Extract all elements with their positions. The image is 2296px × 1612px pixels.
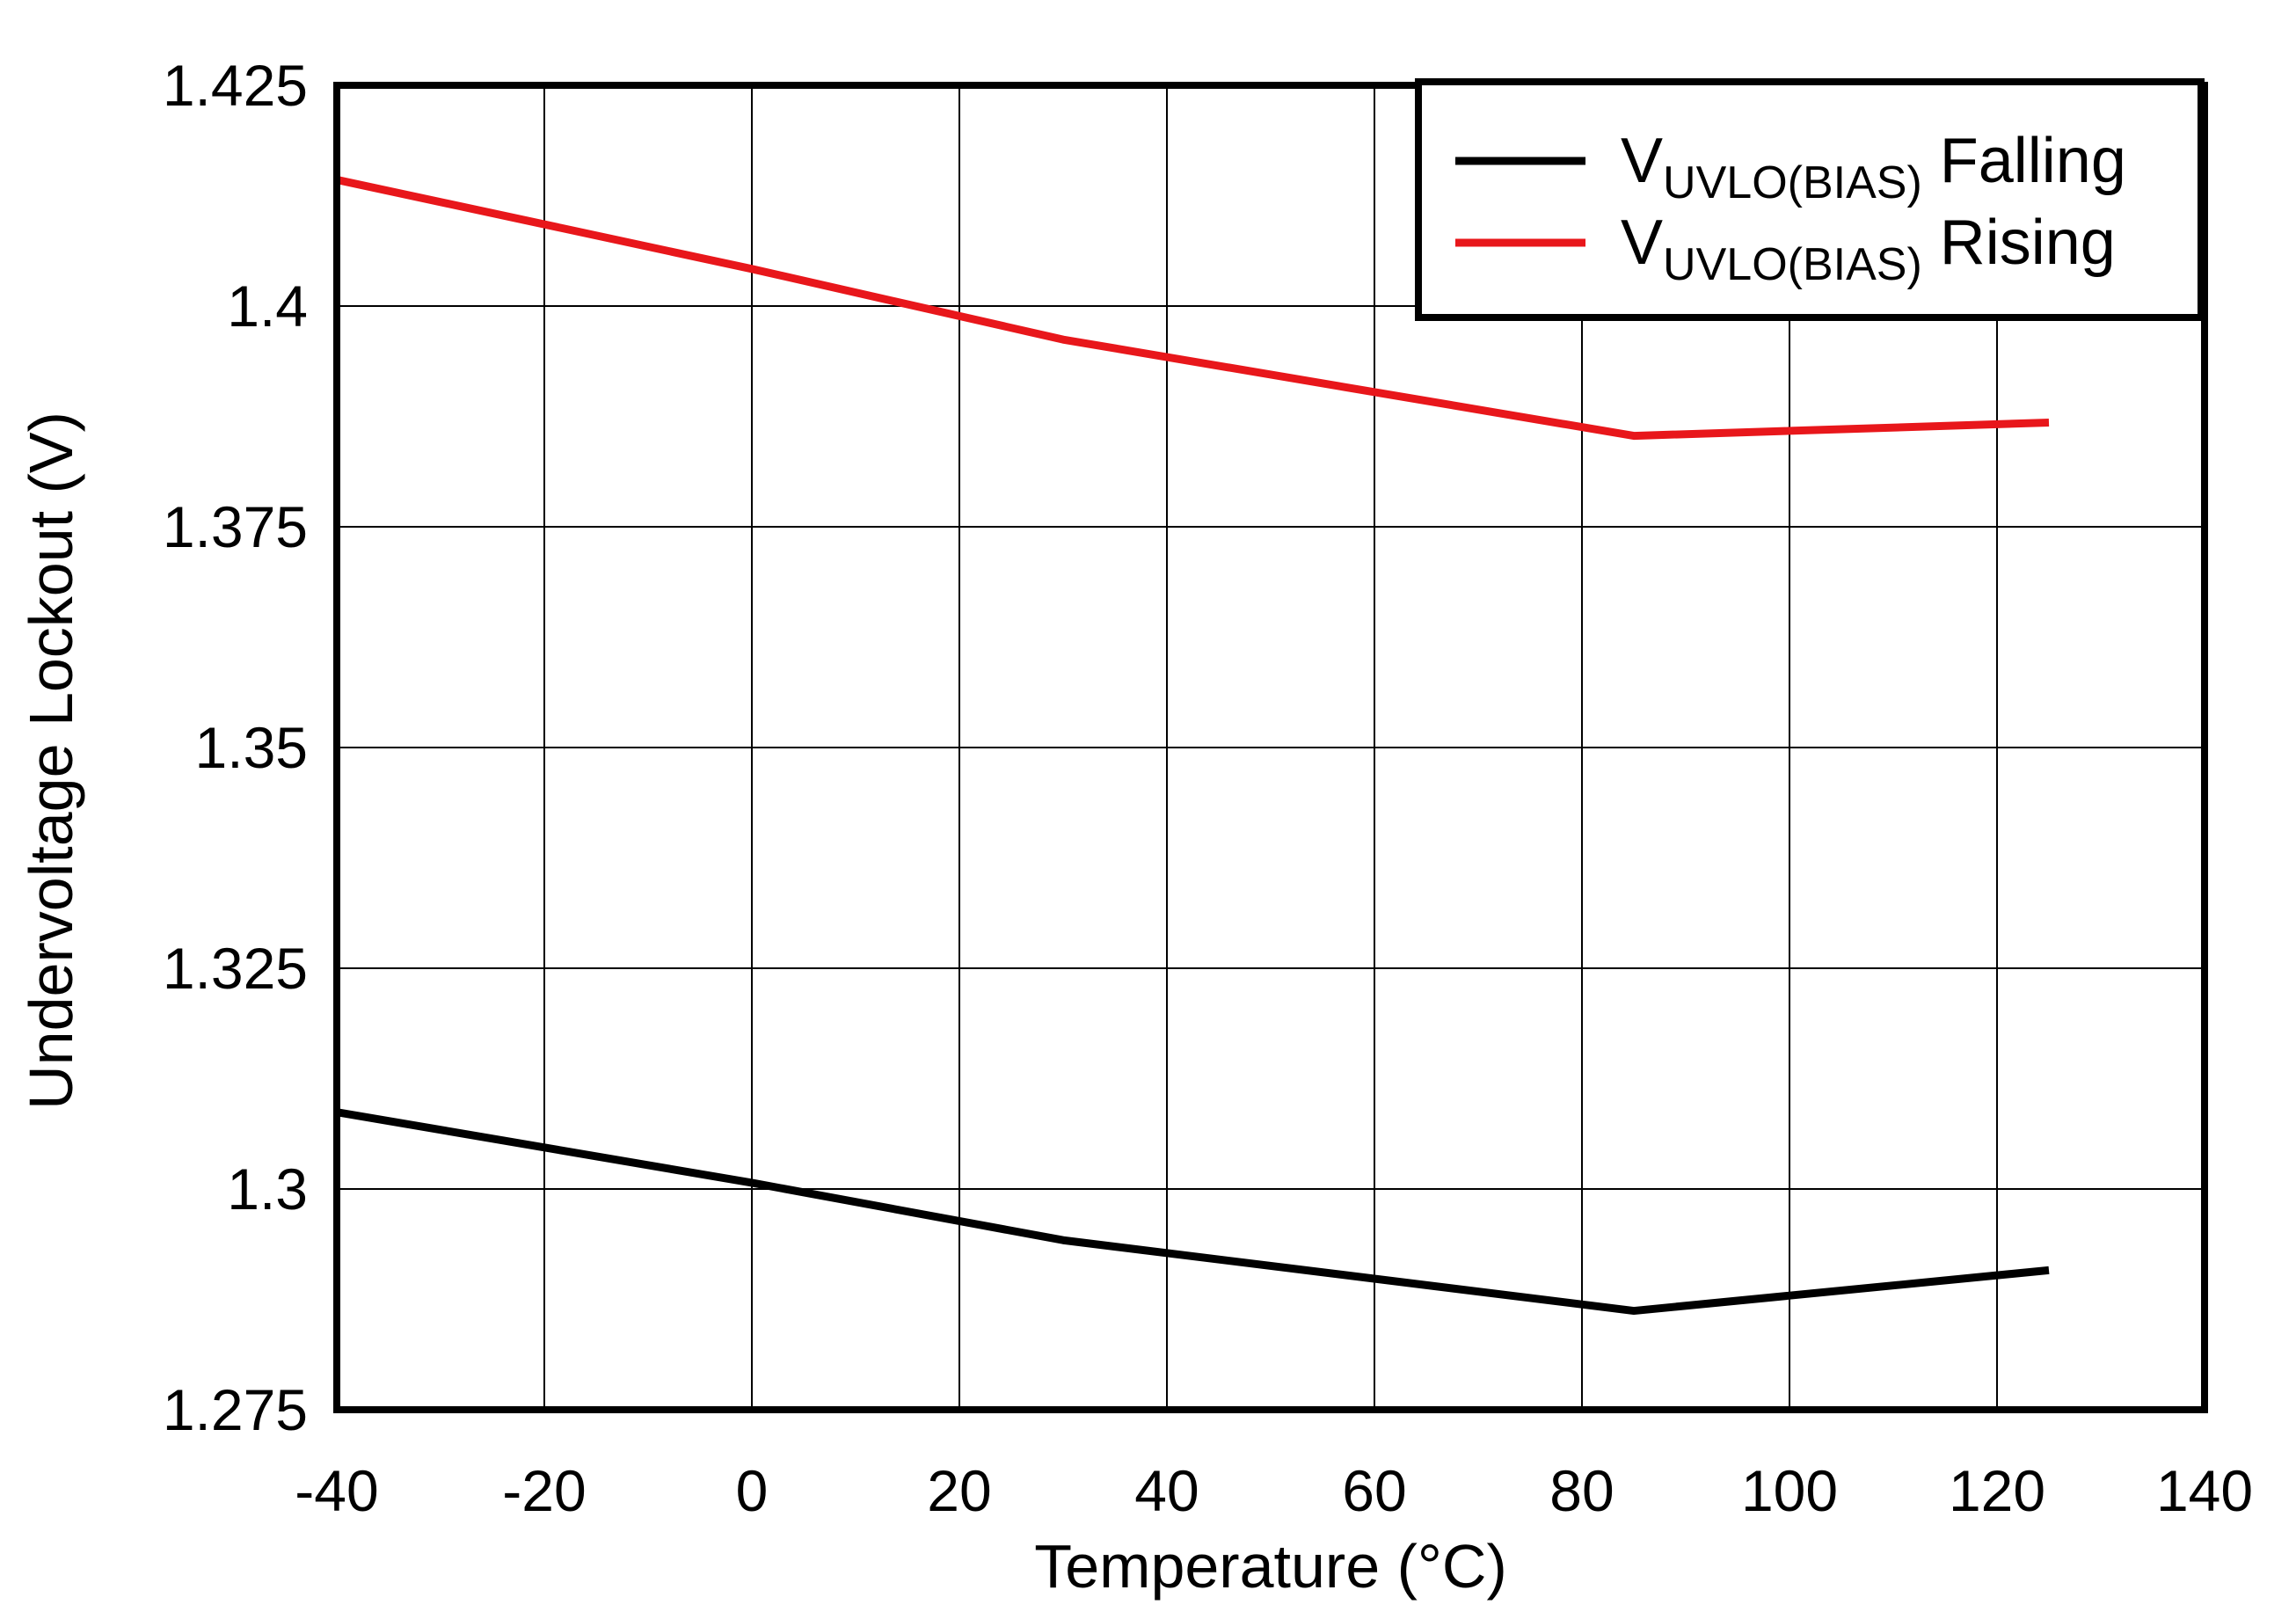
x-tick-label: 100: [1741, 1458, 1838, 1523]
y-tick-label: 1.4: [227, 274, 308, 339]
legend-label-falling-sub: UVLO(BIAS): [1663, 157, 1922, 208]
legend-label-rising-main: V: [1621, 208, 1663, 278]
x-tick-label: 120: [1949, 1458, 2045, 1523]
x-axis-title: Temperature (°C): [1034, 1532, 1507, 1601]
plot-frame: [333, 82, 2208, 1413]
x-tick-label: 20: [927, 1458, 991, 1523]
x-tick-label: 40: [1134, 1458, 1199, 1523]
x-tick-label: 80: [1549, 1458, 1614, 1523]
series-layer: [336, 176, 2050, 1316]
legend-label-falling-main: V: [1621, 126, 1663, 196]
series-line-rising: [336, 176, 2050, 441]
legend-label-falling: VUVLO(BIAS) Falling: [1621, 126, 2126, 208]
x-tick-label: 60: [1342, 1458, 1406, 1523]
x-tick-label: 140: [2156, 1458, 2253, 1523]
legend-label-rising-suffix: Rising: [1922, 208, 2116, 278]
x-tick-label: 0: [736, 1458, 769, 1523]
y-tick-labels: 1.275 1.3 1.325 1.35 1.375 1.4 1.425: [163, 53, 308, 1442]
legend: VUVLO(BIAS) Falling VUVLO(BIAS) Rising: [1415, 78, 2205, 321]
legend-label-rising: VUVLO(BIAS) Rising: [1621, 208, 2116, 290]
y-tick-label: 1.375: [163, 494, 308, 559]
y-tick-label: 1.275: [163, 1377, 308, 1442]
y-axis-title: Undervoltage Lockout (V): [17, 412, 85, 1110]
y-tick-label: 1.325: [163, 936, 308, 1001]
legend-label-falling-suffix: Falling: [1922, 126, 2126, 196]
y-tick-label: 1.425: [163, 53, 308, 118]
y-tick-label: 1.35: [195, 715, 308, 780]
legend-label-rising-sub: UVLO(BIAS): [1663, 239, 1922, 290]
x-tick-label: -20: [502, 1458, 586, 1523]
legend-box: [1415, 78, 2205, 321]
x-tick-labels: -40 -20 0 20 40 60 80 100 120 140: [295, 1458, 2253, 1523]
x-tick-label: -40: [295, 1458, 378, 1523]
series-line-falling: [336, 1108, 2050, 1316]
y-tick-label: 1.3: [227, 1156, 308, 1222]
